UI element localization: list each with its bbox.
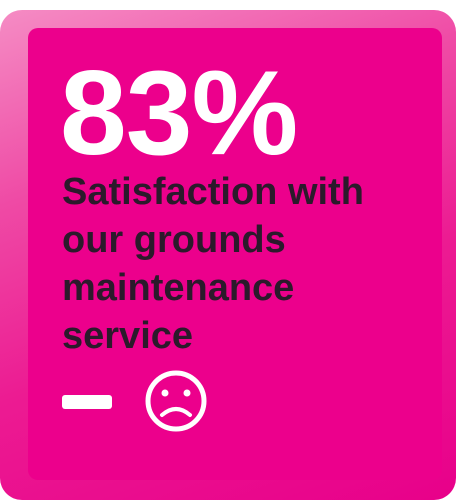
stat-value: 83% [60,46,298,180]
stat-label: Satisfaction with our grounds maintenanc… [62,171,364,357]
minus-icon [62,395,112,409]
sad-face-icon [145,370,207,432]
stat-card: 83% Satisfaction with our grounds mainte… [0,10,456,500]
trend-icons [62,370,207,432]
card-panel: 83% Satisfaction with our grounds mainte… [28,28,442,480]
